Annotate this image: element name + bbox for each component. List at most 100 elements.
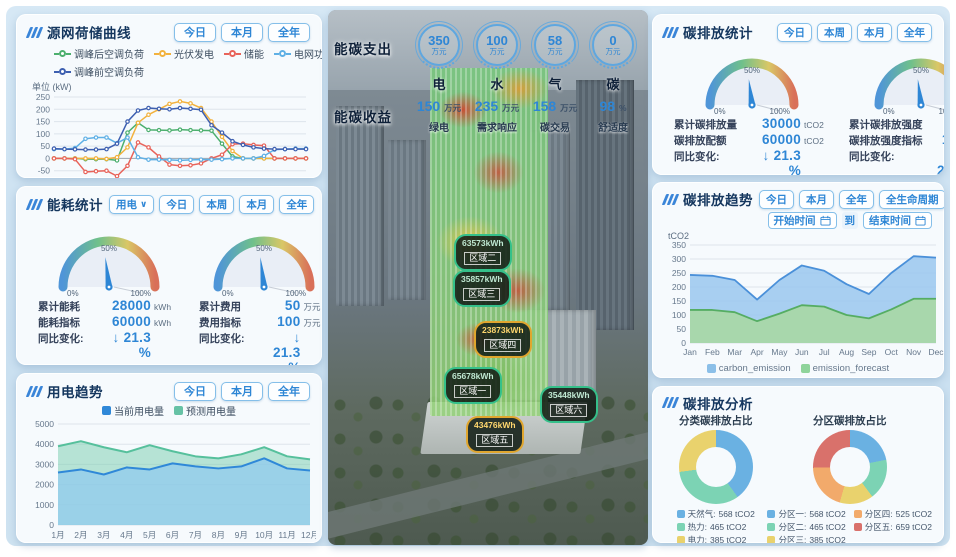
legend-swatch bbox=[224, 50, 241, 57]
panel-title: 源网荷储曲线 bbox=[47, 26, 131, 41]
panel-icon bbox=[25, 385, 44, 397]
metric-circle: 350 万元 bbox=[415, 21, 463, 69]
svg-text:100%: 100% bbox=[938, 107, 944, 115]
zone-kwh: 63573kWh bbox=[462, 238, 504, 248]
svg-text:200: 200 bbox=[672, 282, 686, 292]
metric-unit: 万元 bbox=[431, 47, 447, 56]
tab-button[interactable]: 全年 bbox=[839, 189, 874, 209]
legend-label: 调峰前空调负荷 bbox=[74, 68, 144, 79]
tab-button[interactable]: 今日 bbox=[759, 189, 794, 209]
tab-button[interactable]: 本周 bbox=[199, 194, 235, 214]
panel-title: 碳排放趋势 bbox=[683, 193, 753, 208]
panel-electricity-trend: 用电趋势 今日 本月 全年 当前用电量 预测用电量 0 1000 2000 3000 4000… bbox=[16, 373, 322, 543]
legend-swatch bbox=[676, 536, 685, 543]
start-time-picker[interactable]: 开始时间 bbox=[767, 211, 837, 229]
tab-button[interactable]: 全年 bbox=[268, 381, 310, 401]
carbon-trend-tabs: 今日 本月 全年 全生命周期 bbox=[759, 189, 944, 209]
stat-unit: kWh bbox=[154, 302, 172, 312]
svg-text:Jul: Jul bbox=[819, 347, 830, 357]
tab-button[interactable]: 全年 bbox=[897, 22, 932, 42]
end-time-picker[interactable]: 结束时间 bbox=[863, 211, 932, 229]
expense-label: 能碳支出 bbox=[334, 42, 392, 57]
usage-area-chart: 0 1000 2000 3000 4000 5000 1月 2月 3月 4月 5月 6月 7月 8月 9月 1… bbox=[35, 419, 319, 540]
stat-row: 累计碳排放量 30000 tCO2 bbox=[674, 116, 837, 132]
tab-button[interactable]: 今日 bbox=[174, 381, 216, 401]
tab-button[interactable]: 全年 bbox=[268, 22, 310, 42]
legend-label: emission_forecast bbox=[812, 363, 890, 374]
legend-value: 385 tCO2 bbox=[809, 535, 846, 543]
tab-button[interactable]: 本周 bbox=[817, 22, 852, 42]
stat-value: 50 bbox=[284, 298, 301, 313]
zone-label-chip[interactable]: 35857kWh 区域三 bbox=[453, 270, 511, 308]
zone-label-chip[interactable]: 35448kWh 区域六 bbox=[540, 386, 598, 424]
metric-circle: 100 万元 bbox=[473, 21, 521, 69]
tab-button[interactable]: 本月 bbox=[799, 189, 834, 209]
tab-button[interactable]: 本月 bbox=[221, 381, 263, 401]
zone-name: 区域五 bbox=[476, 434, 514, 448]
tab-button[interactable]: 今日 bbox=[174, 22, 216, 42]
stat-row: 能耗指标 60000 kWh bbox=[38, 314, 187, 330]
gauge-chart: 0% 50% 100% bbox=[58, 236, 160, 297]
zone-kwh: 35448kWh bbox=[548, 390, 590, 400]
zone-label-chip[interactable]: 63573kWh 区域二 bbox=[454, 234, 512, 272]
stat-value: ↓ 21.3 % bbox=[112, 330, 152, 360]
tab-button[interactable]: 本月 bbox=[857, 22, 892, 42]
svg-text:May: May bbox=[771, 347, 788, 357]
chevron-down-icon: ∨ bbox=[140, 198, 148, 209]
svg-text:0: 0 bbox=[49, 520, 54, 530]
metric-unit: 万元 bbox=[605, 47, 621, 56]
stat-row: 同比变化: ↓ 21.3 % bbox=[674, 148, 837, 175]
carbon-stats-tabs: 今日 本周 本月 全年 bbox=[777, 22, 932, 42]
tab-button[interactable]: 今日 bbox=[777, 22, 812, 42]
donut-subtitle: 分类碳排放占比 bbox=[678, 415, 753, 427]
svg-text:12月: 12月 bbox=[301, 530, 316, 540]
stat-row: 碳排放强度指标110tCO2/m² bbox=[849, 132, 944, 148]
stat-unit: 万元 bbox=[303, 318, 321, 328]
legend-value: 525 tCO2 bbox=[895, 509, 932, 519]
metric-value: 58 bbox=[547, 33, 563, 48]
svg-text:Oct: Oct bbox=[885, 347, 899, 357]
legend-swatch bbox=[767, 510, 776, 518]
carbon-area-chart: 0 50 100 150 200 250 300 350 Jan Feb Mar Apr May Jun J… bbox=[672, 240, 944, 357]
gauge-block: 0% 50% 100% 累计碳排放量 30000 tCO2 碳排放配额 60000 tCO2 同… bbox=[664, 45, 839, 175]
income-metric: 235 万元 需求响应 bbox=[468, 98, 526, 134]
income-label: 绿电 bbox=[429, 123, 449, 134]
curve-tabs: 今日 本月 全年 bbox=[174, 22, 310, 42]
metric-label: 水 bbox=[490, 77, 504, 92]
legend-swatch bbox=[54, 50, 71, 57]
svg-text:1000: 1000 bbox=[35, 500, 54, 510]
legend-item: 调峰后空调负荷 bbox=[54, 46, 144, 61]
svg-text:Sep: Sep bbox=[861, 347, 876, 357]
y-axis-unit: 单位 (kW) bbox=[32, 82, 72, 92]
svg-text:50%: 50% bbox=[913, 66, 929, 75]
zone-label-chip[interactable]: 23873kWh 区域四 bbox=[474, 321, 532, 359]
svg-text:4000: 4000 bbox=[35, 439, 54, 449]
metric-value: 350 bbox=[428, 33, 450, 48]
expense-metric: 100 万元水 bbox=[468, 21, 526, 93]
building-silhouette bbox=[576, 80, 634, 330]
svg-text:8月: 8月 bbox=[212, 530, 225, 540]
legend-swatch bbox=[676, 510, 685, 518]
tab-button[interactable]: 本月 bbox=[239, 194, 275, 214]
energy-type-dropdown[interactable]: 用电 ∨ bbox=[109, 194, 155, 214]
gauge-stats: 累计能耗 28000 kWh 能耗指标 60000 kWh 同比变化: ↓ 21.3 % bbox=[28, 298, 189, 360]
zone-label-chip[interactable]: 65678kWh 区域一 bbox=[444, 367, 502, 405]
zone-donut-chart bbox=[812, 430, 887, 504]
date-range-to-label: 到 bbox=[841, 211, 858, 229]
svg-text:11月: 11月 bbox=[278, 530, 295, 540]
tab-button[interactable]: 今日 bbox=[159, 194, 195, 214]
tab-button[interactable]: 全年 bbox=[279, 194, 315, 214]
tab-button[interactable]: 全生命周期 bbox=[879, 189, 944, 209]
tab-button[interactable]: 本月 bbox=[221, 22, 263, 42]
calendar-icon bbox=[819, 215, 831, 226]
income-unit: 万元 bbox=[502, 103, 520, 113]
expense-metric: 0 万元碳 bbox=[584, 21, 642, 93]
zone-label-chip[interactable]: 43476kWh 区域五 bbox=[466, 416, 524, 454]
metric-value: 100 bbox=[486, 33, 508, 48]
panel-carbon-trend: 碳排放趋势 今日 本月 全年 全生命周期 开始时间 到 结束时间 tCO2 0 50 10… bbox=[652, 182, 944, 378]
zone-name: 区域四 bbox=[484, 339, 522, 353]
panel-energy-stats: 能耗统计 用电 ∨ 今日 本周 本月 全年 0% 50% 100% 累计能耗 28000 kW… bbox=[16, 186, 322, 365]
building-silhouette bbox=[388, 140, 426, 300]
svg-text:Feb: Feb bbox=[705, 347, 720, 357]
legend-swatch bbox=[102, 406, 111, 415]
